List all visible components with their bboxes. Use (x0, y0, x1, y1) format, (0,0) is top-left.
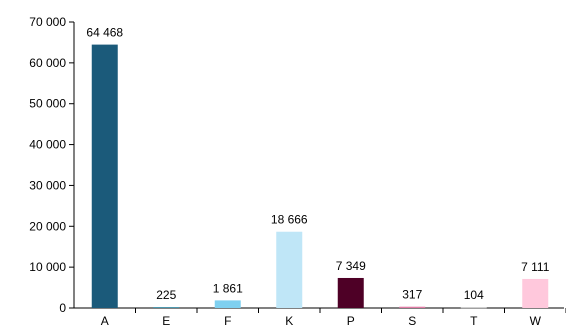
y-tick-label: 30 000 (29, 178, 66, 192)
x-tick-label: A (101, 314, 109, 328)
data-label-f: 1 861 (213, 281, 243, 295)
bar-p (337, 277, 364, 308)
x-tick-label: F (224, 314, 231, 328)
bar-k (276, 231, 303, 308)
bar-f (214, 300, 241, 308)
bar-e (153, 307, 180, 308)
data-label-s: 317 (402, 288, 422, 302)
y-tick-label: 60 000 (29, 56, 66, 70)
y-tick-label: 40 000 (29, 138, 66, 152)
axes (73, 22, 564, 309)
data-label-k: 18 666 (271, 213, 308, 227)
data-label-t: 104 (464, 288, 484, 302)
x-tick-label: P (347, 314, 355, 328)
data-label-a: 64 468 (86, 26, 123, 40)
bars: 64 468 225 1 861 18 666 7 349 317 104 7 111 (86, 26, 550, 309)
y-tick-label: 70 000 (29, 15, 66, 29)
bar-t (460, 307, 487, 309)
data-label-e: 225 (156, 288, 176, 302)
bar-a (91, 44, 118, 308)
x-tick-label: S (408, 314, 416, 328)
x-tick-label: E (162, 314, 170, 328)
y-tick-label: 50 000 (29, 97, 66, 111)
bar-s (399, 306, 426, 308)
x-tick-label: W (530, 314, 542, 328)
y-tick-label: 20 000 (29, 219, 66, 233)
x-tick-label: T (470, 314, 478, 328)
x-tick-label: K (285, 314, 293, 328)
y-axis-ticks: 0 10 000 20 000 30 000 40 000 50 000 60 000 70 … (29, 15, 74, 315)
bar-w (522, 278, 549, 308)
data-label-w: 7 111 (521, 260, 550, 274)
y-tick-label: 10 000 (29, 260, 66, 274)
y-tick-label: 0 (59, 301, 66, 315)
data-label-p: 7 349 (336, 259, 366, 273)
